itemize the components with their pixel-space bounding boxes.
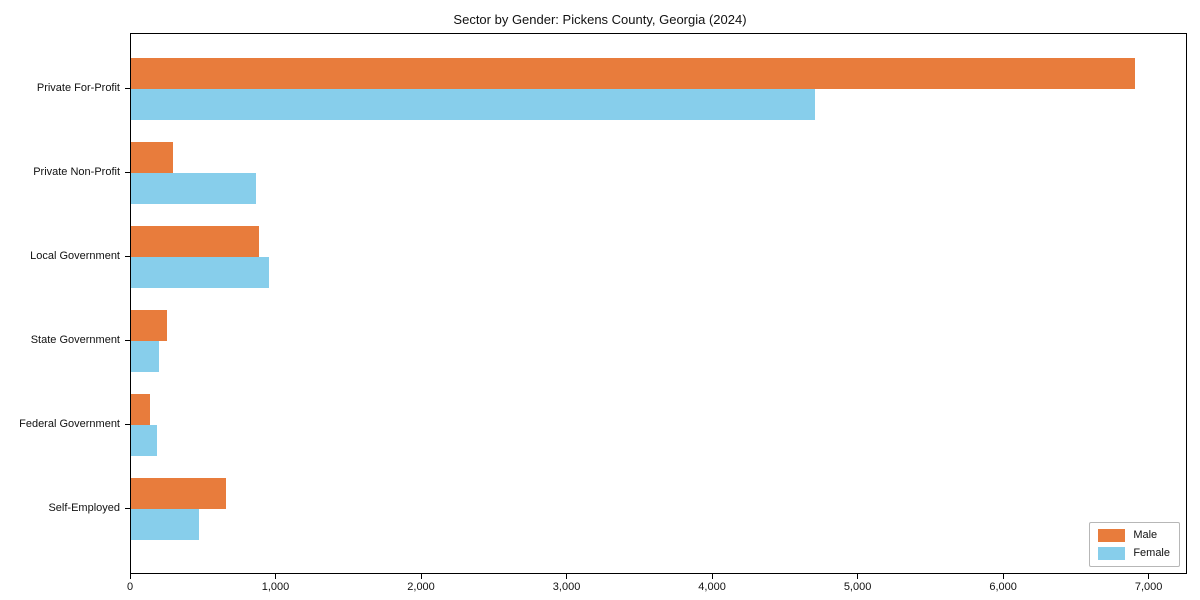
legend-entry-female: Female [1098,547,1170,560]
x-tick-mark [275,573,277,579]
x-tick-label-1000: 1,000 [261,581,290,593]
x-tick-label-0: 0 [126,581,134,593]
y-tick-mark [125,423,130,425]
x-tick-label-3000: 3,000 [552,581,581,593]
y-axis-label-self-employed: Self-Employed [48,502,120,514]
y-tick-mark [125,507,130,509]
y-axis-label-private-for-profit: Private For-Profit [36,82,120,94]
bar-female-private-for-profit [131,89,815,120]
x-tick-label-5000: 5,000 [843,581,872,593]
bar-male-local-government [131,226,260,257]
y-tick-mark [125,87,130,89]
legend-label-male: Male [1133,529,1158,541]
x-tick-mark [711,573,713,579]
x-tick-mark [1002,573,1004,579]
bar-male-private-for-profit [131,58,1136,89]
bar-female-self-employed [131,509,199,540]
y-tick-mark [125,171,130,173]
bar-female-private-non-profit [131,173,257,204]
bar-male-private-non-profit [131,142,173,173]
legend-swatch-female [1098,547,1126,560]
y-tick-mark [125,255,130,257]
bar-female-local-government [131,257,270,288]
bar-male-federal-government [131,394,150,425]
plot-area: Male Female [130,33,1187,574]
x-tick-label-7000: 7,000 [1134,581,1163,593]
x-tick-mark [566,573,568,579]
bar-female-federal-government [131,425,158,456]
x-tick-mark [857,573,859,579]
y-tick-mark [125,339,130,341]
y-axis-label-state-government: State Government [30,334,120,346]
bar-female-state-government [131,341,159,372]
legend-swatch-male [1098,529,1126,542]
y-axis-label-federal-government: Federal Government [19,418,120,430]
x-tick-mark [420,573,422,579]
x-tick-mark [129,573,131,579]
x-tick-label-4000: 4,000 [698,581,726,593]
bar-male-self-employed [131,478,226,509]
legend: Male Female [1089,522,1180,567]
legend-entry-male: Male [1098,529,1170,542]
legend-label-female: Female [1133,547,1170,559]
chart-title: Sector by Gender: Pickens County, Georgi… [453,12,747,27]
bar-male-state-government [131,310,168,341]
y-axis-label-private-non-profit: Private Non-Profit [33,166,120,178]
x-tick-label-2000: 2,000 [407,581,435,593]
y-axis-label-local-government: Local Government [30,250,120,262]
x-tick-label-6000: 6,000 [989,581,1017,593]
x-tick-mark [1148,573,1150,579]
